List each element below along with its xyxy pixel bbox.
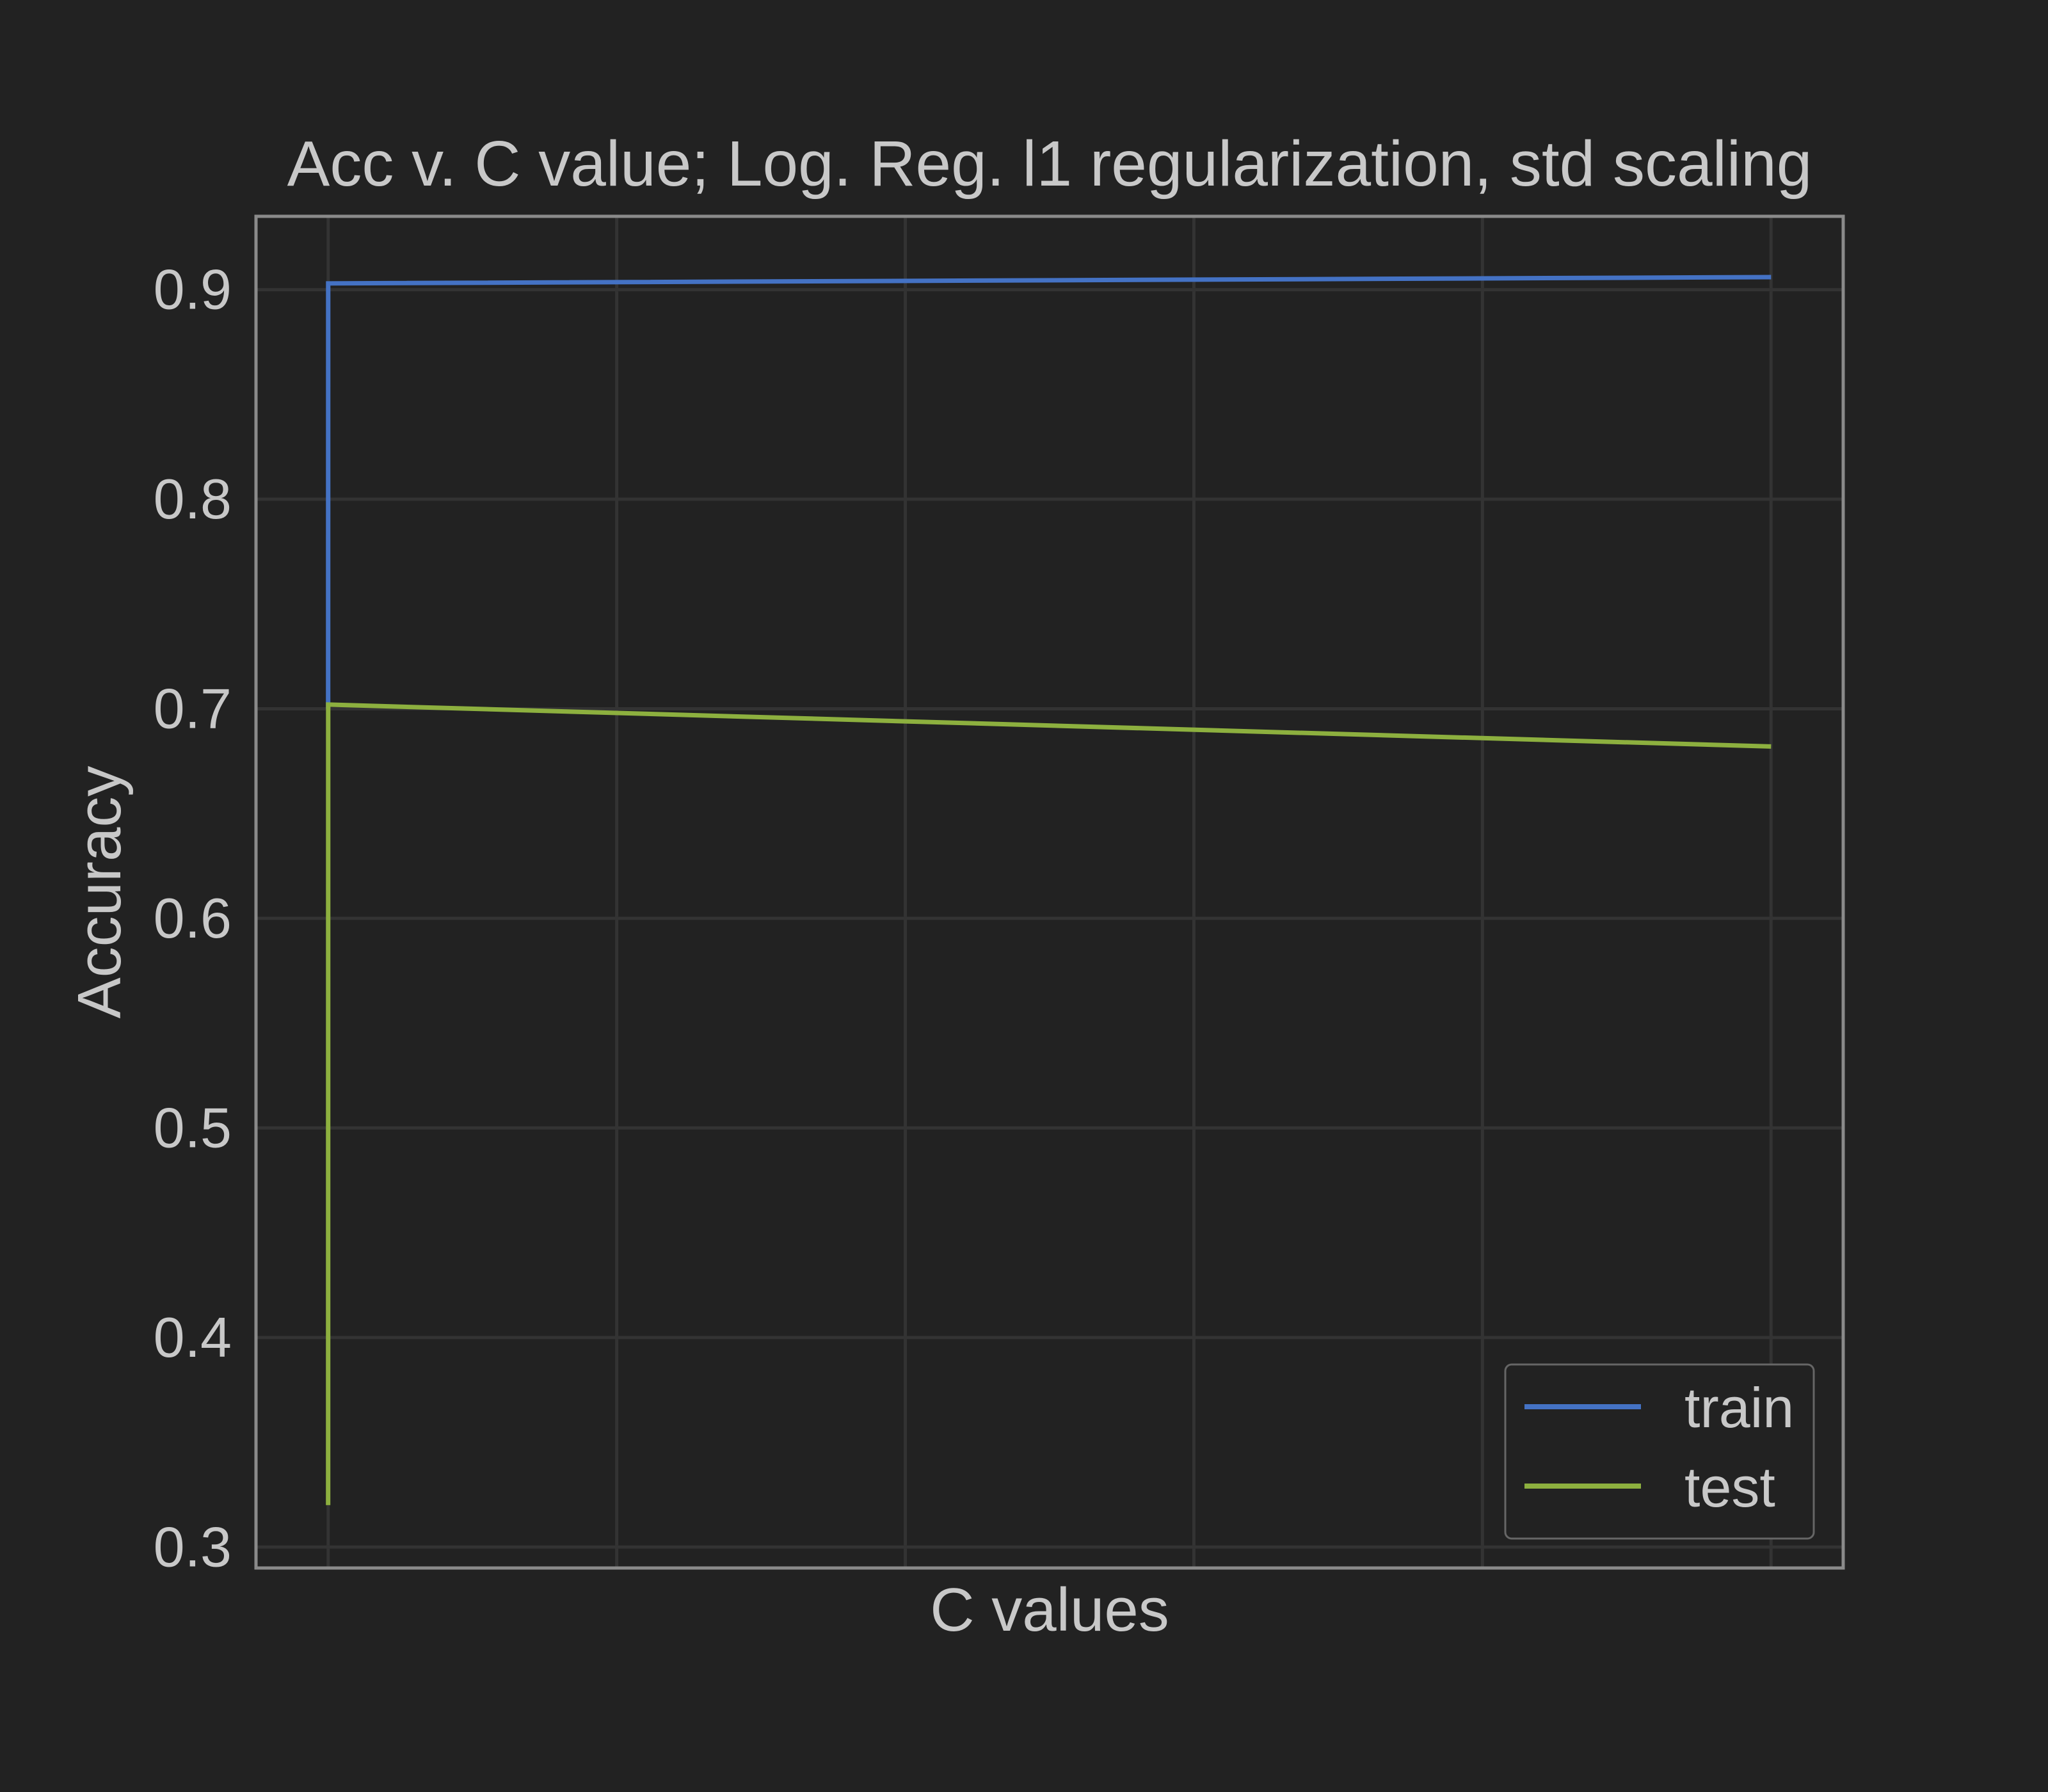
y-tick-label: 0.8 <box>154 467 232 531</box>
y-tick-label: 0.9 <box>154 258 232 321</box>
chart-title: Acc v. C value; Log. Reg. l1 regularizat… <box>287 128 1812 200</box>
series-line-test <box>326 702 1772 1505</box>
y-axis-label: Accuracy <box>65 766 134 1019</box>
legend: train test <box>1504 1363 1815 1540</box>
legend-test-label: test <box>1684 1455 1775 1519</box>
y-tick-label: 0.4 <box>154 1306 232 1369</box>
y-tick-label: 0.3 <box>154 1515 232 1578</box>
series-line-train <box>326 275 1772 709</box>
y-tick-label: 0.5 <box>154 1096 232 1159</box>
y-tick-label: 0.6 <box>154 886 232 950</box>
plot-area <box>256 216 1843 1568</box>
legend-train-label: train <box>1684 1376 1794 1439</box>
x-axis-label: C values <box>930 1576 1169 1644</box>
axes-frame <box>254 214 1845 1570</box>
series-lines <box>326 275 1772 1505</box>
y-tick-label: 0.7 <box>154 676 232 740</box>
grid <box>256 216 1843 1568</box>
y-tick-labels: 0.3 0.4 0.5 0.6 0.7 0.8 0.9 <box>154 258 232 1579</box>
